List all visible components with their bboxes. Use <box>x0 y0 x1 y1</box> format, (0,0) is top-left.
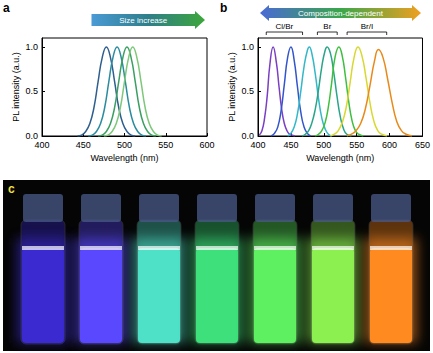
svg-text:Cl/Br: Cl/Br <box>276 22 294 31</box>
svg-text:0.0: 0.0 <box>241 131 254 141</box>
svg-text:500: 500 <box>117 140 132 150</box>
svg-text:PL intensity (a.u.): PL intensity (a.u.) <box>227 52 237 122</box>
svg-text:1.0: 1.0 <box>241 42 254 52</box>
svg-text:Br: Br <box>323 22 331 31</box>
svg-text:450: 450 <box>76 140 91 150</box>
svg-text:550: 550 <box>158 140 173 150</box>
svg-text:Composition-dependent: Composition-dependent <box>298 9 384 18</box>
svg-text:1.0: 1.0 <box>25 42 38 52</box>
svg-text:0.5: 0.5 <box>241 86 254 96</box>
svg-text:650: 650 <box>415 140 430 150</box>
svg-text:Wavelength (nm): Wavelength (nm) <box>90 153 158 163</box>
svg-text:600: 600 <box>199 140 214 150</box>
svg-text:0.0: 0.0 <box>25 131 38 141</box>
svg-text:Size increase: Size increase <box>119 16 168 25</box>
svg-text:c: c <box>8 182 15 196</box>
svg-text:550: 550 <box>349 140 364 150</box>
svg-text:400: 400 <box>34 140 49 150</box>
svg-text:500: 500 <box>316 140 331 150</box>
svg-text:PL intensity (a.u.): PL intensity (a.u.) <box>11 52 21 122</box>
svg-text:b: b <box>220 1 227 15</box>
svg-text:600: 600 <box>382 140 397 150</box>
svg-text:400: 400 <box>250 140 265 150</box>
svg-text:Br/I: Br/I <box>361 22 373 31</box>
svg-text:Wavelength (nm): Wavelength (nm) <box>306 153 374 163</box>
svg-text:450: 450 <box>283 140 298 150</box>
svg-text:a: a <box>3 1 10 15</box>
svg-text:0.5: 0.5 <box>25 86 38 96</box>
